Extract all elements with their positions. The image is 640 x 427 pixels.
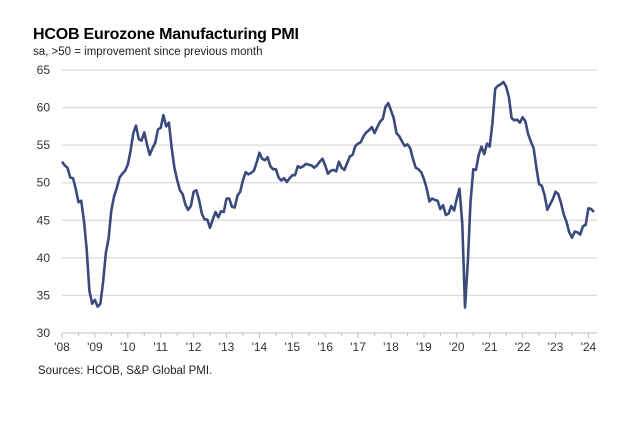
y-tick-label: 35 xyxy=(37,288,51,302)
x-tick-label: '22 xyxy=(515,340,531,354)
pmi-series-line xyxy=(60,80,595,309)
chart-source: Sources: HCOB, S&P Global PMI. xyxy=(38,365,213,377)
x-tick-label: '23 xyxy=(548,340,564,354)
y-tick-label: 40 xyxy=(37,251,51,265)
y-tick-label: 55 xyxy=(37,138,51,152)
x-tick-label: '18 xyxy=(383,340,399,354)
y-tick-label: 60 xyxy=(37,101,51,115)
x-tick-label: '20 xyxy=(449,340,465,354)
chart-subtitle: sa, >50 = improvement since previous mon… xyxy=(33,46,263,58)
x-tick-label: '14 xyxy=(252,340,268,354)
x-tick-label: '13 xyxy=(219,340,235,354)
x-tick-label: '17 xyxy=(350,340,366,354)
x-tick-label: '11 xyxy=(153,340,168,354)
y-tick-label: 30 xyxy=(37,326,51,340)
x-tick-label: '15 xyxy=(284,340,300,354)
x-tick-label: '12 xyxy=(186,340,202,354)
x-tick-label: '10 xyxy=(120,340,136,354)
x-tick-label: '19 xyxy=(416,340,432,354)
y-tick-label: 65 xyxy=(37,63,51,77)
x-tick-label: '21 xyxy=(482,340,498,354)
x-tick-label: '08 xyxy=(54,340,70,354)
y-tick-label: 50 xyxy=(37,176,51,190)
x-tick-label: '24 xyxy=(581,340,597,354)
x-tick-label: '09 xyxy=(87,340,103,354)
y-tick-label: 45 xyxy=(37,213,51,227)
chart-title: HCOB Eurozone Manufacturing PMI xyxy=(33,26,299,43)
x-tick-label: '16 xyxy=(317,340,333,354)
